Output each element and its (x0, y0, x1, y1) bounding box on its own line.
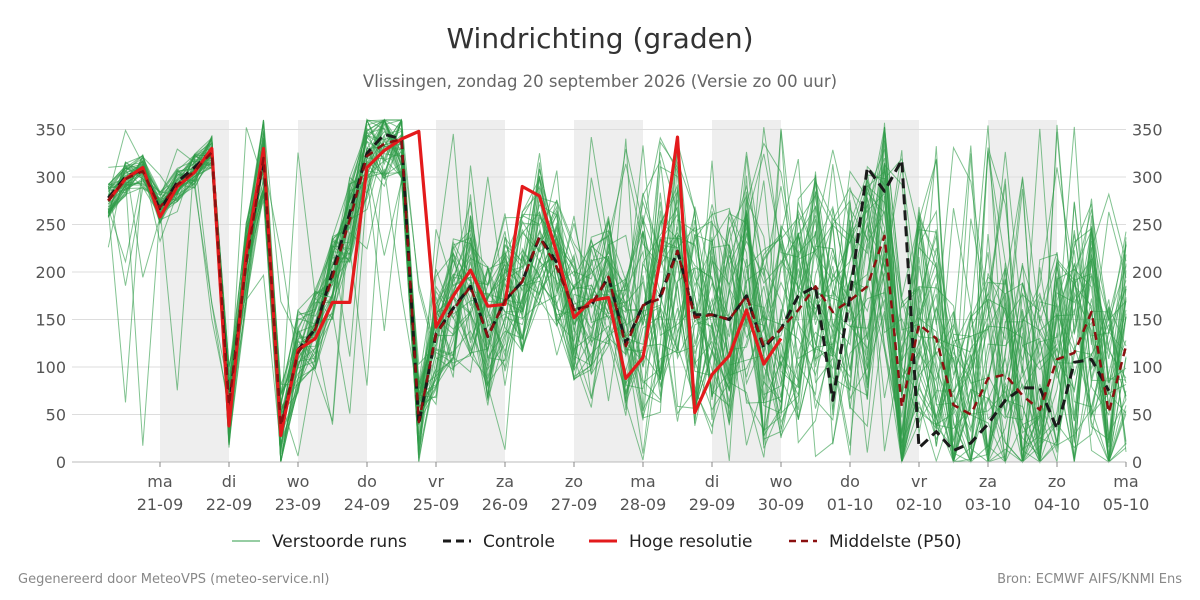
y-tick-label-right: 0 (1132, 453, 1142, 472)
legend-control-label: Controle (483, 532, 555, 552)
x-tick-day: di (222, 472, 237, 491)
x-tick-day: ma (1113, 472, 1138, 491)
x-tick-date: 25-09 (413, 495, 460, 514)
chart-title: Windrichting (graden) (446, 22, 754, 55)
y-tick-label-right: 250 (1132, 216, 1163, 235)
y-tick-label-left: 350 (35, 121, 66, 140)
x-tick-date: 23-09 (275, 495, 322, 514)
x-tick-date: 30-09 (758, 495, 805, 514)
x-tick-day: do (357, 472, 377, 491)
y-tick-label-left: 100 (35, 358, 66, 377)
x-tick-date: 22-09 (206, 495, 253, 514)
axes: 0 0 50 50 100 100 150 150 200 200 250 250 300 300 350 3… (35, 121, 1162, 515)
main-series (107, 129, 1128, 453)
wind-direction-chart: 0 0 50 50 100 100 150 150 200 200 250 250 300 300 350 3… (35, 118, 1163, 552)
x-tick-date: 05-10 (1103, 495, 1150, 514)
legend-high-resolution-label: Hoge resolutie (629, 532, 753, 552)
x-tick-day: vr (911, 472, 927, 491)
x-tick-day: do (840, 472, 860, 491)
source-note: Bron: ECMWF AIFS/KNMI Ens (997, 572, 1182, 587)
x-tick-day: zo (565, 472, 583, 491)
x-tick-date: 02-10 (896, 495, 943, 514)
x-tick-day: wo (287, 472, 310, 491)
y-tick-label-right: 350 (1132, 121, 1163, 140)
y-tick-label-left: 0 (56, 453, 66, 472)
y-tick-label-right: 150 (1132, 311, 1163, 330)
x-tick-day: ma (630, 472, 655, 491)
x-tick-day: za (496, 472, 514, 491)
x-tick-date: 26-09 (482, 495, 529, 514)
x-tick-day: di (705, 472, 720, 491)
y-tick-label-left: 150 (35, 311, 66, 330)
x-tick-date: 29-09 (689, 495, 736, 514)
y-tick-label-left: 50 (46, 406, 66, 425)
y-tick-label-left: 250 (35, 216, 66, 235)
y-tick-label-right: 300 (1132, 168, 1163, 187)
x-tick-date: 24-09 (344, 495, 391, 514)
ensemble-run-line (107, 126, 1127, 464)
x-tick-day: ma (147, 472, 172, 491)
y-tick-label-right: 100 (1132, 358, 1163, 377)
y-tick-label-right: 50 (1132, 406, 1152, 425)
y-tick-label-left: 200 (35, 263, 66, 282)
legend-ensemble-label: Verstoorde runs (272, 532, 407, 552)
y-tick-label-left: 300 (35, 168, 66, 187)
y-tick-label-right: 200 (1132, 263, 1163, 282)
x-tick-date: 28-09 (620, 495, 667, 514)
x-tick-date: 21-09 (137, 495, 184, 514)
ensemble-run-line (107, 119, 1127, 463)
x-tick-day: za (979, 472, 997, 491)
legend-median-label: Middelste (P50) (829, 532, 962, 552)
x-tick-date: 03-10 (965, 495, 1012, 514)
x-tick-date: 04-10 (1034, 495, 1081, 514)
generated-by-note: Gegenereerd door MeteoVPS (meteo-service… (18, 572, 330, 587)
x-tick-day: vr (428, 472, 444, 491)
legend: Verstoorde runs Controle Hoge resolutie Mid… (232, 532, 962, 552)
x-tick-day: zo (1048, 472, 1066, 491)
median-p50-line (107, 137, 1128, 428)
x-tick-day: wo (770, 472, 793, 491)
x-tick-date: 01-10 (827, 495, 874, 514)
chart-subtitle: Vlissingen, zondag 20 september 2026 (Ve… (362, 72, 838, 91)
x-tick-date: 27-09 (551, 495, 598, 514)
